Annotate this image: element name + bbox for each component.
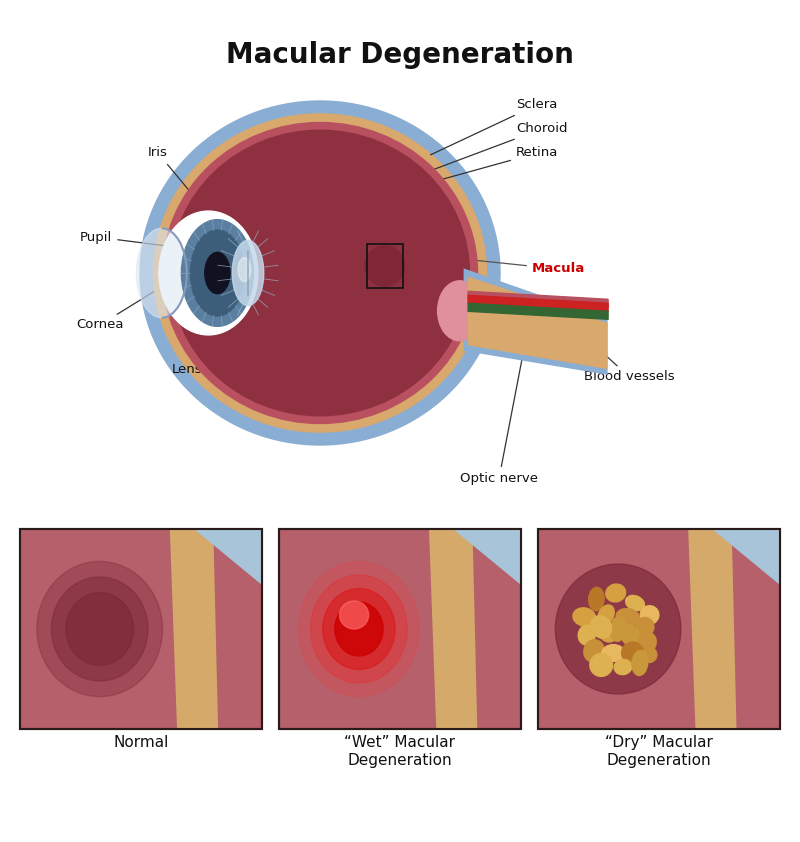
Ellipse shape	[642, 647, 657, 663]
Text: Blood vessels: Blood vessels	[542, 296, 674, 383]
Ellipse shape	[638, 632, 656, 653]
Bar	[538, 529, 780, 729]
Ellipse shape	[590, 616, 612, 638]
Polygon shape	[429, 529, 478, 729]
Ellipse shape	[590, 653, 613, 676]
Ellipse shape	[438, 280, 482, 341]
Text: Cornea: Cornea	[76, 291, 154, 332]
Polygon shape	[170, 529, 218, 729]
Bar	[20, 529, 262, 729]
Ellipse shape	[599, 624, 618, 642]
Text: Lens: Lens	[172, 312, 246, 376]
Ellipse shape	[598, 605, 614, 625]
Text: Pupil: Pupil	[80, 231, 214, 252]
Ellipse shape	[154, 114, 486, 432]
Ellipse shape	[365, 246, 405, 286]
Ellipse shape	[635, 617, 654, 637]
Ellipse shape	[632, 651, 648, 675]
Text: Retina: Retina	[411, 147, 558, 188]
Ellipse shape	[298, 562, 419, 696]
Ellipse shape	[340, 601, 369, 629]
Ellipse shape	[310, 575, 407, 683]
Ellipse shape	[37, 562, 162, 696]
Bar	[538, 529, 780, 729]
Ellipse shape	[162, 122, 478, 424]
Ellipse shape	[621, 625, 639, 645]
Text: Macular Degeneration: Macular Degeneration	[226, 41, 574, 69]
Ellipse shape	[610, 616, 626, 642]
Text: Iris: Iris	[148, 147, 210, 216]
Bar	[279, 529, 521, 729]
Ellipse shape	[334, 602, 383, 656]
Polygon shape	[453, 529, 521, 585]
Ellipse shape	[232, 240, 264, 306]
Ellipse shape	[51, 577, 148, 681]
Ellipse shape	[578, 625, 595, 645]
Ellipse shape	[555, 564, 681, 694]
Ellipse shape	[622, 642, 643, 664]
Text: Normal: Normal	[113, 735, 169, 750]
Polygon shape	[194, 529, 262, 585]
Ellipse shape	[640, 605, 659, 624]
Ellipse shape	[159, 211, 258, 335]
Ellipse shape	[606, 584, 626, 602]
Text: “Dry” Macular
Degeneration: “Dry” Macular Degeneration	[606, 735, 713, 768]
Ellipse shape	[626, 595, 645, 610]
Bar	[279, 529, 521, 729]
Ellipse shape	[616, 609, 639, 626]
Ellipse shape	[614, 659, 632, 674]
Text: Optic nerve: Optic nerve	[460, 354, 538, 485]
Ellipse shape	[602, 645, 625, 661]
Polygon shape	[464, 269, 608, 375]
Polygon shape	[467, 276, 608, 369]
Polygon shape	[688, 529, 737, 729]
Ellipse shape	[170, 131, 470, 416]
Ellipse shape	[322, 589, 395, 669]
Ellipse shape	[66, 593, 134, 665]
Ellipse shape	[205, 253, 230, 294]
Ellipse shape	[190, 230, 245, 316]
Ellipse shape	[573, 608, 596, 626]
Text: Sclera: Sclera	[430, 99, 558, 155]
Ellipse shape	[182, 220, 254, 327]
Text: Macula: Macula	[406, 253, 586, 275]
Ellipse shape	[589, 588, 604, 610]
Ellipse shape	[136, 228, 187, 317]
Text: “Wet” Macular
Degeneration: “Wet” Macular Degeneration	[345, 735, 455, 768]
Polygon shape	[712, 529, 780, 585]
Text: Choroid: Choroid	[422, 122, 567, 174]
Bar	[366, 244, 403, 289]
Ellipse shape	[140, 101, 500, 445]
Ellipse shape	[584, 640, 604, 662]
Bar	[20, 529, 262, 729]
Ellipse shape	[238, 258, 250, 281]
Text: Optic disc
(blind spot): Optic disc (blind spot)	[466, 306, 608, 333]
